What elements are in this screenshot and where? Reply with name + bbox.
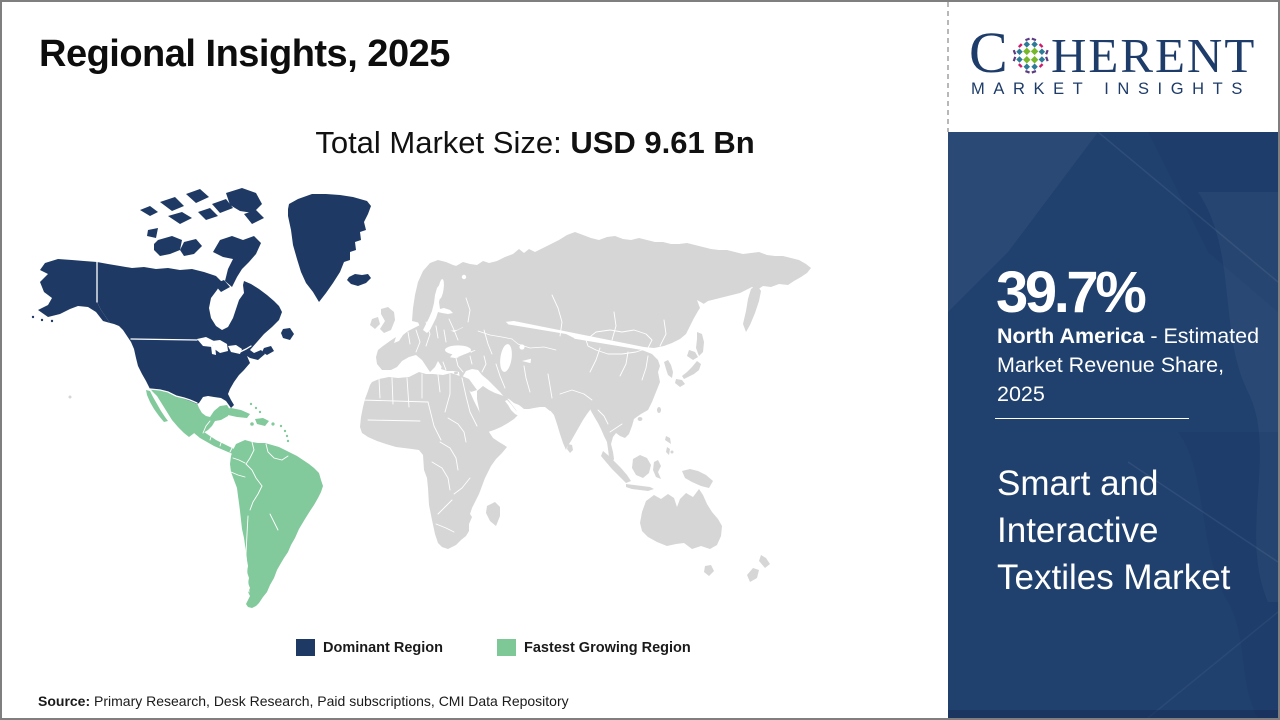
svg-text:MARKET INSIGHTS: MARKET INSIGHTS	[971, 80, 1251, 98]
svg-text:C: C	[971, 30, 1008, 85]
svg-text:HERENT: HERENT	[1051, 30, 1256, 83]
